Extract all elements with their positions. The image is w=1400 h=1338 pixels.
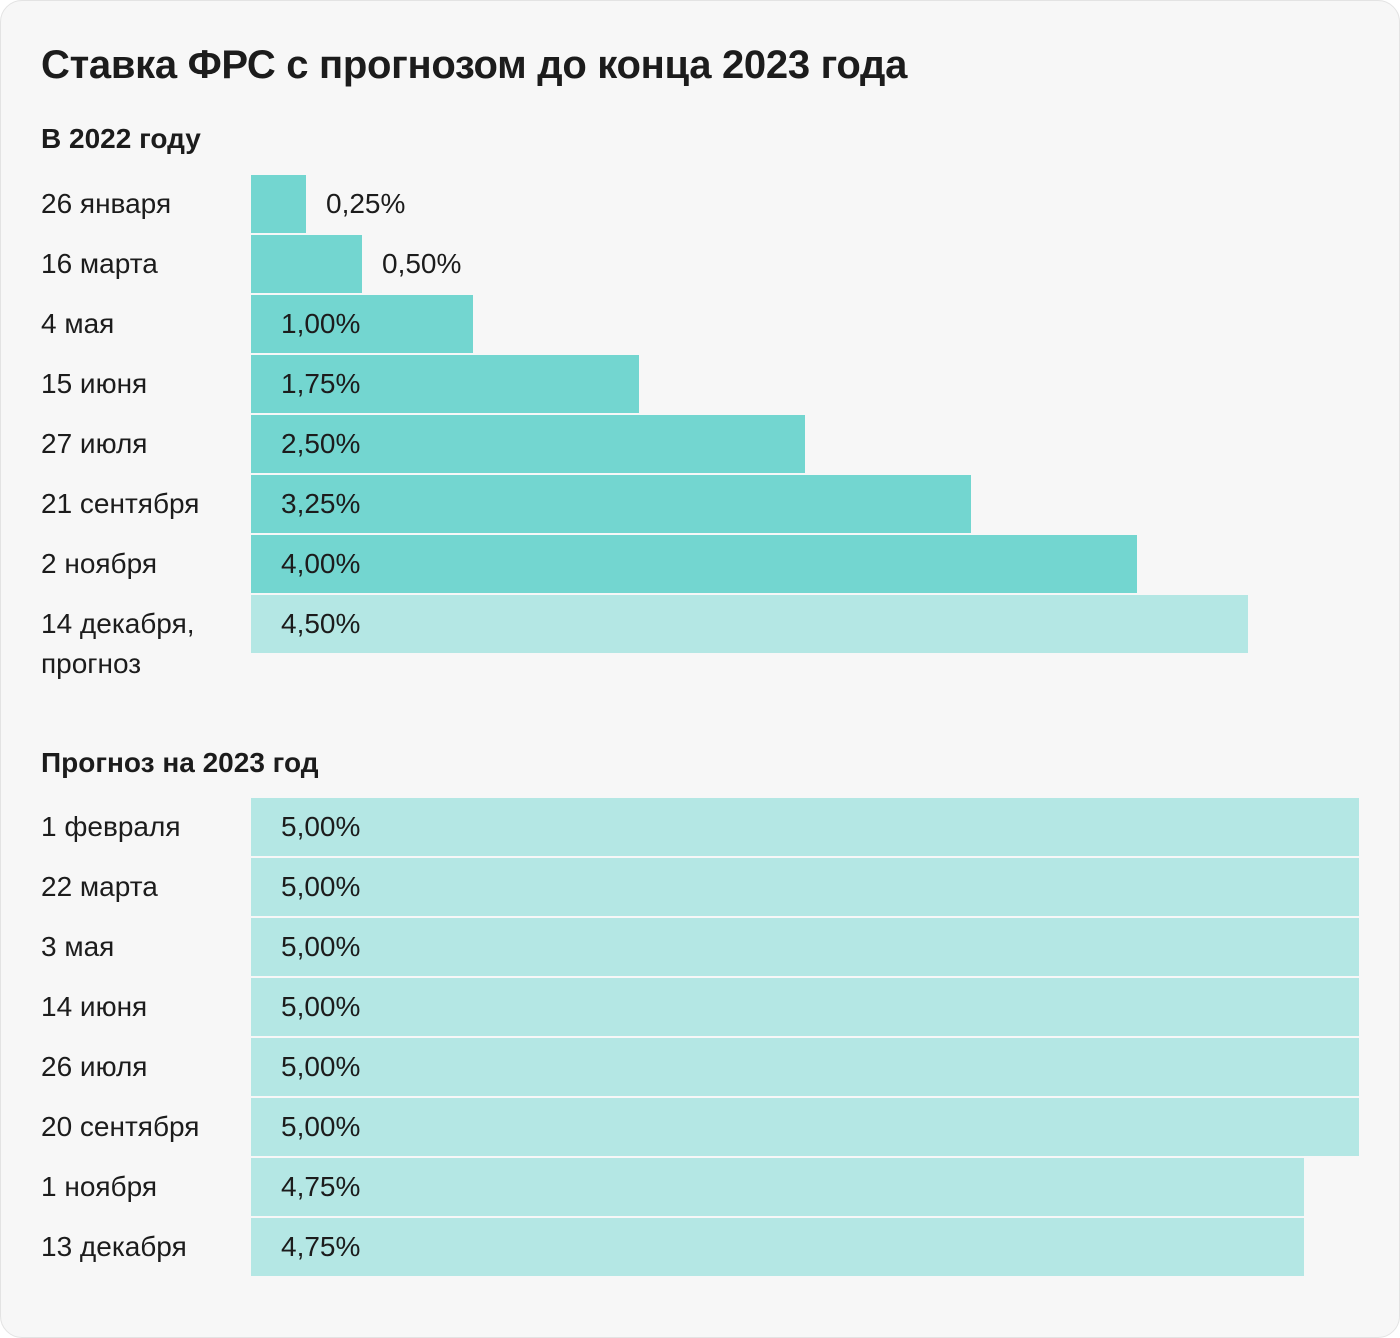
bar	[251, 415, 805, 473]
category-label: 14 декабря, прогноз	[41, 608, 195, 679]
data-label: 1,75%	[281, 368, 361, 399]
data-label: 4,50%	[281, 608, 361, 639]
category-label: 21 сентября	[41, 488, 200, 519]
category-label: 26 января	[41, 188, 172, 219]
bar	[251, 858, 1359, 916]
section-title: В 2022 году	[41, 123, 201, 154]
category-label: 2 ноября	[41, 548, 158, 579]
category-label: 22 марта	[41, 871, 158, 902]
data-label: 4,75%	[281, 1171, 361, 1202]
bar	[251, 355, 639, 413]
data-label: 4,75%	[281, 1231, 361, 1262]
category-label: 16 марта	[41, 248, 158, 279]
data-label: 4,00%	[281, 548, 361, 579]
bar	[251, 798, 1359, 856]
category-label: 20 сентября	[41, 1111, 200, 1142]
category-label: 3 мая	[41, 931, 115, 962]
data-label: 5,00%	[281, 1051, 361, 1082]
data-label: 0,25%	[326, 188, 406, 219]
bar	[251, 175, 306, 233]
bar	[251, 595, 1248, 653]
category-label: 26 июля	[41, 1051, 148, 1082]
data-label: 3,25%	[281, 488, 361, 519]
data-label: 5,00%	[281, 931, 361, 962]
category-label: 13 декабря	[41, 1231, 187, 1262]
category-label: 4 мая	[41, 308, 115, 339]
bar	[251, 1218, 1304, 1276]
data-label: 0,50%	[382, 248, 462, 279]
category-label: 27 июля	[41, 428, 148, 459]
bar	[251, 295, 473, 353]
section-title: Прогноз на 2023 год	[41, 747, 319, 778]
bar	[251, 535, 1137, 593]
chart-title: Ставка ФРС с прогнозом до конца 2023 год…	[41, 43, 908, 87]
category-label: 1 ноября	[41, 1171, 158, 1202]
bar	[251, 235, 362, 293]
bar	[251, 978, 1359, 1036]
data-label: 5,00%	[281, 991, 361, 1022]
bar	[251, 475, 971, 533]
category-label: 15 июня	[41, 368, 148, 399]
data-label: 5,00%	[281, 1111, 361, 1142]
data-label: 1,00%	[281, 308, 361, 339]
data-label: 5,00%	[281, 811, 361, 842]
bar	[251, 1038, 1359, 1096]
data-label: 5,00%	[281, 871, 361, 902]
data-label: 2,50%	[281, 428, 361, 459]
bar	[251, 1098, 1359, 1156]
category-label: 14 июня	[41, 991, 148, 1022]
bar	[251, 918, 1359, 976]
category-label: 1 февраля	[41, 811, 181, 842]
bar	[251, 1158, 1304, 1216]
